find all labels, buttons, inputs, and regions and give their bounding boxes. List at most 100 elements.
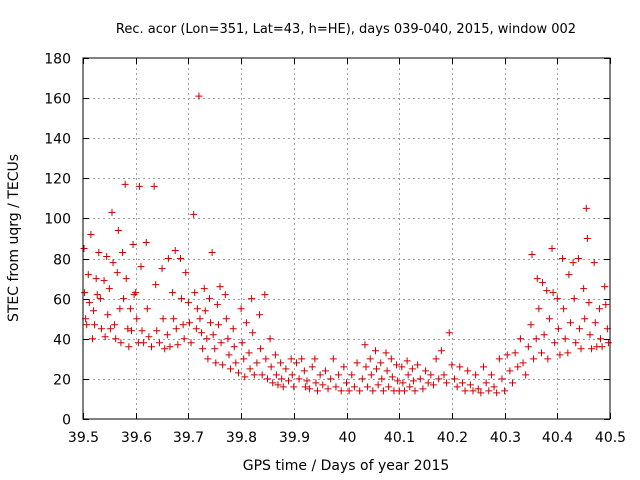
data-point — [93, 291, 101, 299]
data-point — [543, 287, 551, 295]
data-point — [166, 343, 174, 351]
data-point — [501, 387, 509, 395]
data-point — [170, 315, 178, 323]
data-point — [332, 383, 340, 391]
data-point — [337, 387, 345, 395]
data-point — [300, 367, 308, 375]
data-point — [191, 289, 199, 297]
data-point — [314, 387, 322, 395]
data-point — [187, 339, 195, 347]
data-point — [485, 387, 493, 395]
data-point — [445, 329, 453, 337]
data-point — [522, 371, 530, 379]
data-point — [261, 291, 269, 299]
data-point — [196, 315, 204, 323]
data-point — [153, 327, 161, 335]
x-tick-label: 39.9 — [279, 430, 310, 446]
data-point — [575, 325, 583, 333]
data-point — [242, 319, 250, 327]
data-point — [108, 208, 116, 216]
data-point — [258, 371, 266, 379]
data-point — [179, 321, 187, 329]
data-point — [238, 339, 246, 347]
data-point — [164, 255, 172, 263]
data-point — [227, 365, 235, 373]
data-point — [586, 331, 594, 339]
data-point — [178, 295, 186, 303]
data-point — [292, 359, 300, 367]
data-point — [85, 299, 93, 307]
data-point — [477, 389, 485, 397]
data-point — [480, 363, 488, 371]
data-point — [316, 371, 324, 379]
data-point — [246, 365, 254, 373]
data-point — [274, 381, 282, 389]
y-tick-label: 20 — [53, 373, 71, 389]
data-point — [140, 339, 148, 347]
data-point — [219, 361, 227, 369]
data-point — [495, 355, 503, 363]
data-point — [537, 349, 545, 357]
data-point — [208, 249, 216, 257]
data-point — [551, 339, 559, 347]
data-point — [150, 182, 158, 190]
data-point — [385, 383, 393, 391]
data-point — [461, 387, 469, 395]
data-point — [451, 375, 459, 383]
data-point — [278, 375, 286, 383]
data-point — [570, 295, 578, 303]
y-tick-label: 120 — [44, 172, 71, 188]
data-point — [559, 255, 567, 263]
data-point — [277, 359, 285, 367]
data-point — [340, 363, 348, 371]
data-point — [211, 345, 219, 353]
data-point — [466, 381, 474, 389]
x-tick-label: 40.1 — [384, 430, 415, 446]
data-point — [482, 379, 490, 387]
data-point — [97, 325, 105, 333]
data-point — [290, 383, 298, 391]
data-point — [487, 371, 495, 379]
data-point — [474, 385, 482, 393]
data-point — [119, 249, 127, 257]
data-point — [135, 182, 143, 190]
data-point — [464, 367, 472, 375]
x-tick-label: 39.8 — [226, 430, 257, 446]
data-point — [203, 335, 211, 343]
data-point — [138, 327, 146, 335]
data-point — [379, 387, 387, 395]
data-point — [114, 226, 122, 234]
data-point — [120, 295, 128, 303]
data-point — [565, 271, 573, 279]
data-point — [564, 349, 572, 357]
data-point — [88, 335, 96, 343]
data-point — [237, 305, 245, 313]
data-point — [553, 295, 561, 303]
data-point — [399, 379, 407, 387]
data-point — [580, 285, 588, 293]
data-point — [195, 92, 203, 100]
x-axis-label: GPS time / Days of year 2015 — [243, 458, 450, 474]
data-point — [311, 355, 319, 363]
data-point — [287, 355, 295, 363]
data-point — [443, 379, 451, 387]
data-point — [561, 335, 569, 343]
data-point — [435, 375, 443, 383]
data-point — [174, 341, 182, 349]
data-point — [358, 375, 366, 383]
data-point — [321, 367, 329, 375]
data-point — [221, 291, 229, 299]
data-point — [503, 351, 511, 359]
x-tick-label: 40.5 — [595, 430, 626, 446]
data-point — [257, 345, 265, 353]
data-point — [329, 355, 337, 363]
data-point — [95, 249, 103, 257]
data-point — [241, 373, 249, 381]
y-axis-ticks: 0 20 40 60 80 100 120 140 160 180 — [44, 52, 610, 429]
data-point — [327, 375, 335, 383]
data-point — [524, 343, 532, 351]
data-point — [514, 363, 522, 371]
data-point — [193, 305, 201, 313]
chart-title: Rec. acor (Lon=351, Lat=43, h=HE), days … — [116, 22, 576, 37]
data-point — [205, 295, 213, 303]
